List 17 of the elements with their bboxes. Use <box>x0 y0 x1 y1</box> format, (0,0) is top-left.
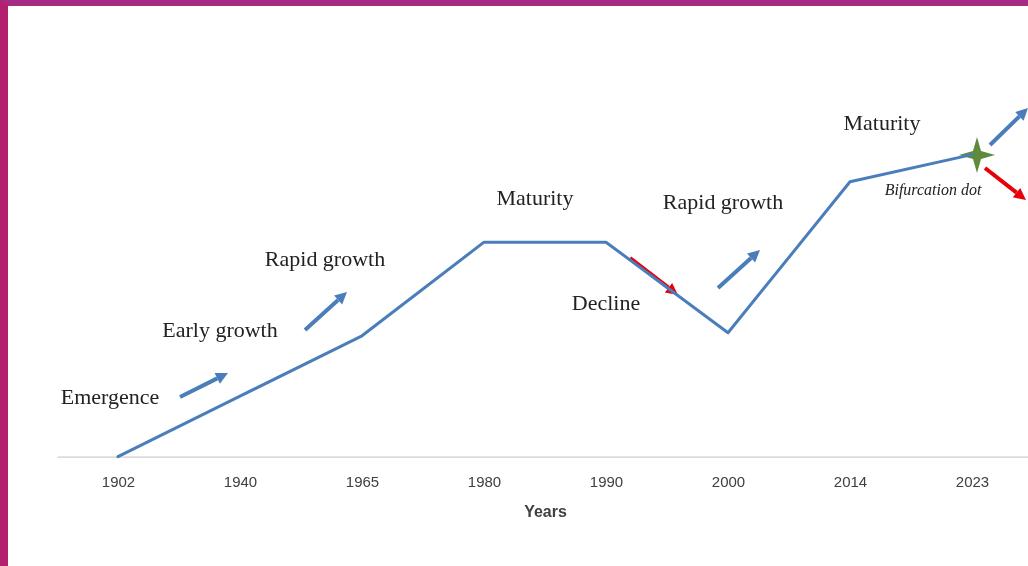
x-tick-label: 2023 <box>955 473 990 491</box>
annotation: Maturity <box>496 185 574 210</box>
annotation: Emergence <box>60 384 160 409</box>
text: Maturity <box>843 110 921 135</box>
annotation: Decline <box>571 290 641 315</box>
annotation: Rapid growth <box>662 189 784 214</box>
x-tick-label: 2000 <box>711 473 746 491</box>
x-axis-title: Years <box>524 503 567 521</box>
annotation: Rapid growth <box>264 246 386 271</box>
x-tick-label: 1902 <box>101 473 136 491</box>
x-tick-label: 1965 <box>345 473 380 491</box>
annotation: Bifurcation dot <box>884 181 982 199</box>
x-tick-label: 1990 <box>589 473 624 491</box>
x-tick-label: 1980 <box>467 473 502 491</box>
x-tick-label: 1940 <box>223 473 258 491</box>
x-tick-label: 2014 <box>833 473 868 491</box>
annotation: Early growth <box>162 317 278 342</box>
